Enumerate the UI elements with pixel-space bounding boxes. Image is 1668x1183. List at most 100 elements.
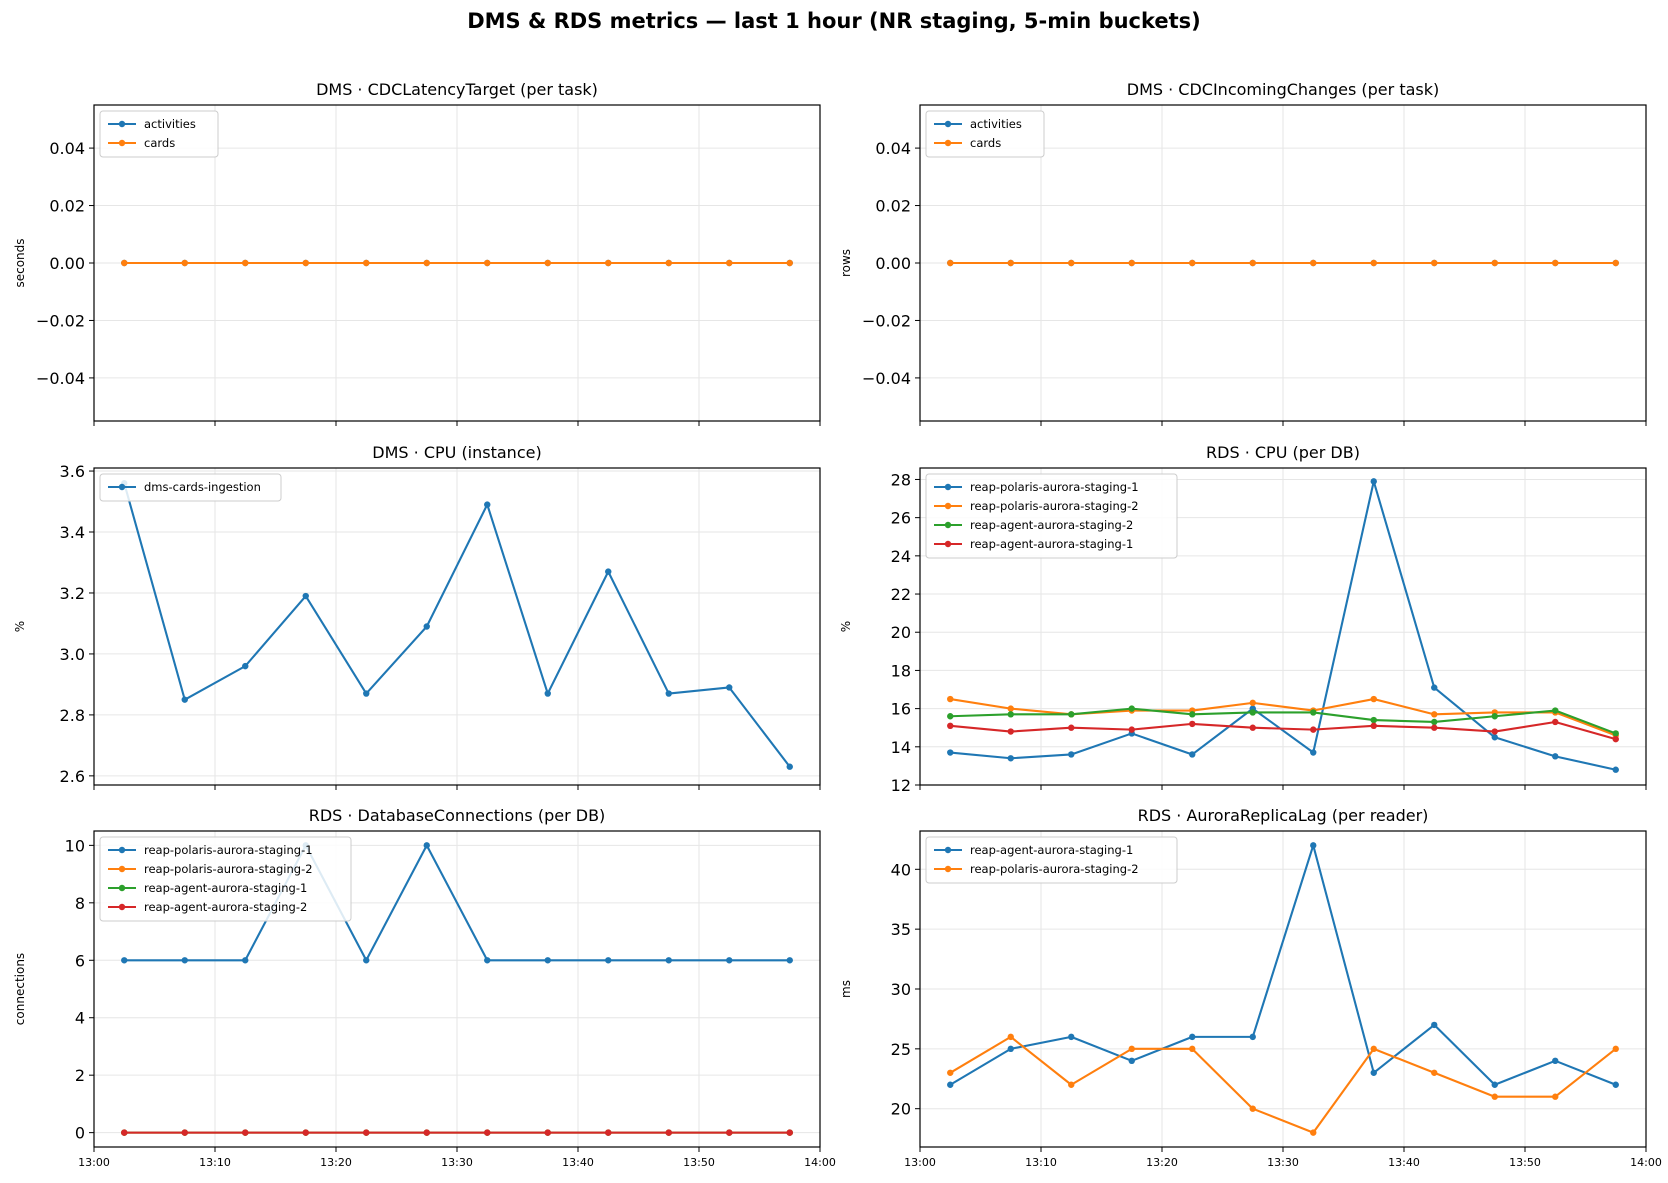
legend-box [925, 110, 1045, 158]
panel-cdc-incoming: DMS · CDCIncomingChanges (per task) −0.04… [839, 80, 1647, 426]
panel-rds-connections: RDS · DatabaseConnections (per DB) 13:00 1… [13, 806, 836, 1169]
legend-label: reap-agent-aurora-staging-1 [970, 537, 1133, 551]
legend-label: reap-polaris-aurora-staging-2 [970, 499, 1139, 513]
data-point [1491, 1093, 1498, 1100]
data-point [1370, 478, 1377, 485]
series-line-3 [950, 720, 1617, 741]
y-tick-label: 35 [891, 920, 911, 939]
legend-label: cards [970, 136, 1001, 150]
data-point [544, 259, 551, 267]
data-point [1310, 842, 1317, 849]
data-point [605, 568, 612, 575]
y-axis-label: % [13, 621, 27, 632]
data-point [1491, 713, 1498, 720]
data-point [1491, 734, 1498, 741]
x-tick-label: 13:50 [1509, 1156, 1541, 1169]
panel-title: RDS · CPU (per DB) [1206, 443, 1360, 462]
x-tick-label: 13:00 [78, 1156, 110, 1169]
data-point [242, 259, 249, 267]
data-point [302, 1129, 309, 1136]
data-point [1431, 259, 1438, 267]
data-point [1128, 1045, 1135, 1053]
data-point [665, 259, 672, 267]
legend-label: reap-agent-aurora-staging-2 [144, 900, 307, 914]
plot-frame [919, 830, 1647, 1148]
data-point [1491, 1081, 1498, 1088]
data-point [1552, 259, 1559, 267]
data-point [1249, 724, 1256, 731]
legend-label: dms-cards-ingestion [144, 480, 261, 494]
data-point [786, 957, 793, 964]
data-point [947, 713, 954, 720]
data-point [423, 259, 430, 267]
y-tick-label: 0 [75, 1124, 85, 1143]
x-tick-label: 13:30 [1267, 1156, 1299, 1169]
y-tick-label: 0.00 [875, 254, 911, 273]
y-axis-label: rows [839, 249, 853, 277]
data-point [484, 957, 491, 964]
data-point [1128, 259, 1135, 267]
y-axis-label: ms [839, 980, 853, 998]
y-tick-label: −0.02 [36, 311, 85, 330]
data-point [605, 1129, 612, 1136]
legend-marker [118, 139, 126, 147]
data-point [786, 763, 793, 770]
x-tick-label: 13:10 [199, 1156, 231, 1169]
data-point [1431, 1069, 1438, 1076]
data-point [726, 259, 733, 267]
data-point [242, 662, 249, 670]
panel-title: DMS · CDCLatencyTarget (per task) [316, 80, 598, 99]
panel-title: RDS · DatabaseConnections (per DB) [309, 806, 606, 825]
data-point [544, 957, 551, 964]
series-line-2 [950, 707, 1617, 735]
data-point [726, 684, 733, 691]
data-point [1431, 718, 1438, 726]
y-tick-label: 24 [891, 547, 911, 566]
y-tick-label: 14 [891, 738, 911, 757]
legend-label: reap-polaris-aurora-staging-1 [970, 480, 1139, 494]
panel-title: RDS · AuroraReplicaLag (per reader) [1138, 806, 1429, 825]
x-tick-label: 13:40 [1388, 1156, 1420, 1169]
y-tick-label: 20 [891, 623, 911, 642]
data-point [1068, 724, 1075, 731]
data-point [786, 259, 793, 267]
data-point [1491, 259, 1498, 267]
legend-marker [944, 120, 952, 128]
data-point [1310, 726, 1317, 733]
x-tick-label: 13:40 [562, 1156, 594, 1169]
legend-marker [944, 483, 952, 491]
data-point [1128, 1057, 1135, 1065]
y-tick-label: −0.02 [862, 311, 911, 330]
data-point [363, 690, 370, 697]
legend-marker [944, 865, 952, 873]
data-point [947, 1081, 954, 1088]
data-point [242, 1129, 249, 1136]
y-tick-label: 0.02 [875, 197, 911, 216]
legend-marker [944, 502, 952, 510]
plot-frame [919, 467, 1647, 786]
data-point [1310, 709, 1317, 716]
data-point [1128, 705, 1135, 712]
data-point [1189, 711, 1196, 718]
legend-label: activities [144, 117, 196, 131]
y-tick-label: 25 [891, 1040, 911, 1059]
x-tick-label: 14:00 [804, 1156, 836, 1169]
y-tick-label: 12 [891, 776, 911, 795]
data-point [363, 957, 370, 964]
y-tick-label: 3.2 [60, 584, 85, 603]
x-tick-label: 13:20 [1146, 1156, 1178, 1169]
data-point [1431, 724, 1438, 731]
data-point [1431, 1021, 1438, 1029]
data-point [605, 957, 612, 964]
data-point [544, 1129, 551, 1136]
data-point [181, 1129, 188, 1136]
legend-marker [118, 846, 126, 854]
legend-label: reap-polaris-aurora-staging-2 [970, 862, 1139, 876]
legend-label: reap-agent-aurora-staging-1 [970, 843, 1133, 857]
data-point [121, 1129, 128, 1136]
data-point [363, 1129, 370, 1136]
data-point [726, 1129, 733, 1136]
data-point [947, 259, 954, 267]
y-tick-label: 2 [75, 1066, 85, 1085]
data-point [1431, 711, 1438, 718]
